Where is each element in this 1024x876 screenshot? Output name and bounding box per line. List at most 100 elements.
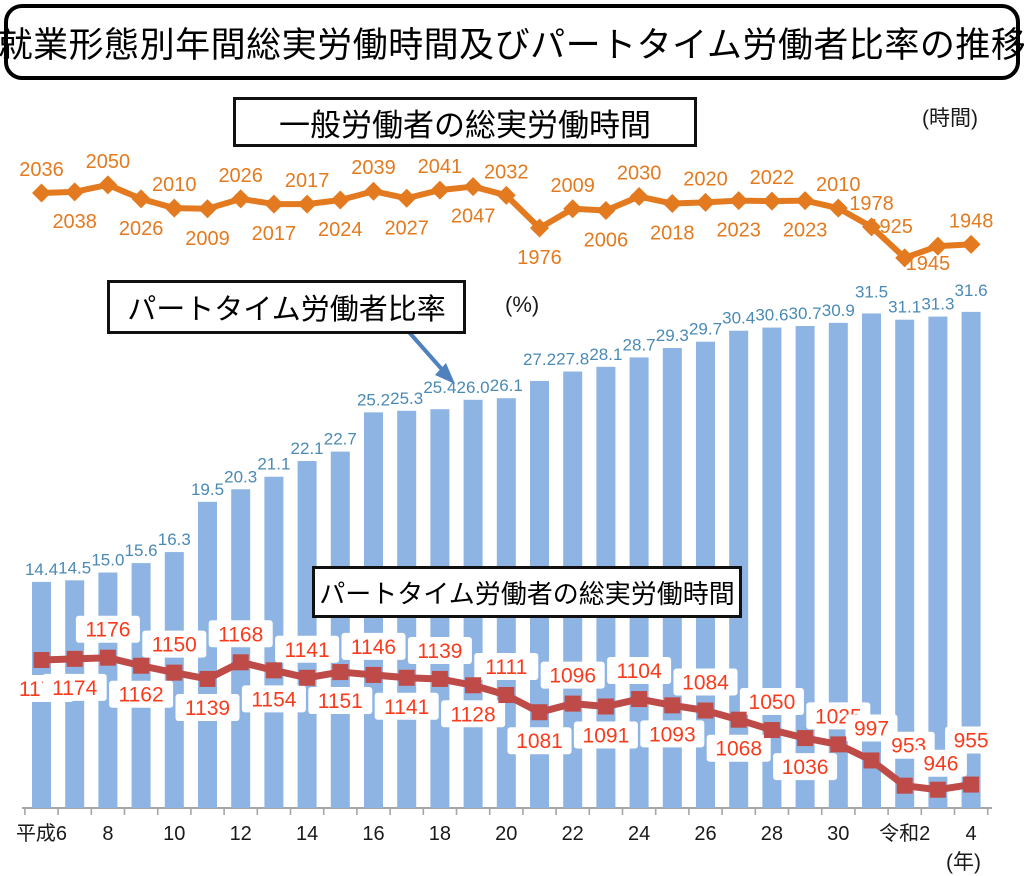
general-hours-value-label: 2020 [683, 168, 728, 190]
pt-hours-marker [631, 691, 648, 708]
pt-hours-marker [398, 669, 415, 686]
ratio-bar-value-label: 27.2 [523, 350, 556, 369]
pt-hours-label-box [275, 635, 340, 663]
ratio-bar-value-label: 26.1 [490, 376, 523, 395]
general-hours-value-label: 2038 [52, 211, 97, 233]
general-hours-marker [397, 188, 417, 208]
pt-hours-label-box [407, 636, 472, 664]
x-axis-category-label: 4 [966, 823, 977, 845]
x-axis-category-label: 28 [761, 823, 783, 845]
pt-hours-value-label: 1111 [485, 656, 527, 679]
general-hours-value-label: 2022 [750, 167, 795, 189]
pt-hours-label-box [75, 615, 140, 643]
pt-hours-value-label: 1104 [617, 660, 662, 683]
x-axis-category-label: 22 [562, 823, 584, 845]
general-hours-marker [928, 236, 948, 256]
x-axis-category-label: 14 [296, 823, 318, 845]
pt-hours-value-label: 1146 [351, 636, 396, 659]
pt-hours-marker [265, 662, 282, 679]
pt-hours-label-box [42, 673, 107, 701]
pt-hours-value-label: 1093 [649, 723, 696, 746]
general-hours-value-label: 2018 [650, 223, 695, 245]
pt-hours-marker [199, 670, 216, 687]
pt-hours-marker [332, 664, 349, 681]
unit-label-year: (年) [946, 851, 981, 874]
pt-hours-marker [763, 722, 780, 739]
ratio-bar [330, 451, 350, 808]
ratio-bar-value-label: 29.3 [656, 326, 689, 345]
ratio-bar [198, 501, 217, 808]
pt-hours-label-box [607, 657, 672, 685]
ratio-bar-value-label: 16.3 [158, 530, 191, 549]
pt-hours-marker [133, 657, 150, 674]
general-hours-value-label: 2009 [185, 228, 230, 250]
general-hours-marker [696, 192, 715, 212]
x-axis-category-label: 平成6 [16, 822, 67, 845]
pt-hours-marker [963, 776, 980, 793]
general-hours-value-label: 2006 [584, 230, 629, 252]
pt-hours-value-label: 1096 [549, 665, 596, 688]
general-hours-marker [164, 198, 184, 218]
general-hours-marker [961, 234, 981, 254]
ratio-bar-value-label: 28.1 [589, 345, 622, 364]
ratio-bar [895, 319, 915, 808]
general-hours-value-label: 2010 [152, 174, 197, 196]
general-hours-marker [496, 185, 516, 205]
pt-hours-value-label: 1036 [782, 756, 829, 779]
x-axis-category-label: 20 [495, 823, 517, 845]
general-hours-value-label: 2026 [119, 218, 164, 240]
pt-hours-label-box [673, 668, 738, 696]
x-axis-category-label: 30 [827, 823, 849, 845]
pt-hours-value-label: 1084 [682, 672, 729, 695]
pt-hours-label-box [341, 632, 406, 660]
pt-hours-marker [863, 752, 880, 769]
general-hours-marker [795, 191, 815, 211]
pt-hours-marker [896, 777, 913, 794]
pt-hours-label-box [706, 734, 771, 762]
ratio-bar-value-label: 31.3 [921, 295, 954, 314]
general-hours-marker [131, 189, 151, 209]
pt-hours-value-label: 1162 [119, 684, 164, 707]
pt-hours-label-box [474, 653, 539, 681]
pt-hours-value-label: 1141 [285, 639, 330, 662]
general-hours-marker [828, 198, 848, 218]
ratio-bar [231, 489, 251, 808]
pt-hours-label-box [739, 688, 804, 716]
general-hours-value-label: 1925 [868, 216, 913, 238]
ratio-bar [862, 313, 881, 808]
general-hours-marker [297, 194, 317, 214]
general-hours-marker [364, 181, 383, 201]
general-hours-marker [32, 183, 51, 203]
pt-hours-marker [166, 664, 183, 681]
x-axis-category-label: 16 [362, 823, 384, 845]
ratio-bar [828, 322, 848, 808]
ratio-bar [264, 476, 284, 808]
pt-hours-label-box [441, 700, 506, 728]
general-hours-marker [330, 190, 350, 210]
ratio-bar-value-label: 25.3 [390, 389, 423, 408]
pt-hours-value-label: 1068 [715, 738, 762, 761]
general-hours-marker [895, 248, 915, 268]
general-hours-value-label: 2050 [86, 151, 131, 173]
pt-hours-label-box [109, 680, 174, 708]
unit-label-hours: (時間) [922, 107, 978, 130]
general-hours-value-label: 2041 [418, 156, 463, 178]
pt-hours-label-box [914, 749, 967, 777]
ratio-bar-value-label: 31.6 [955, 281, 988, 300]
general-hours-marker [430, 180, 450, 200]
general-hours-value-label: 2010 [816, 174, 861, 196]
pt-hours-label-box [540, 661, 605, 689]
general-hours-value-label: 2032 [484, 161, 529, 183]
general-hours-marker [264, 194, 284, 214]
legend-general-workers-hours: 一般労働者の総実労働時間 [233, 97, 697, 147]
pt-hours-marker [730, 711, 747, 728]
general-hours-value-label: 2030 [617, 163, 662, 185]
x-axis-category-label: 26 [694, 823, 716, 845]
legend-parttime-ratio: パートタイム労働者比率 [107, 280, 466, 334]
x-axis-category-label: 10 [163, 823, 185, 845]
x-axis-category-label: 12 [230, 823, 252, 845]
pt-hours-label-box [945, 726, 998, 754]
pt-hours-label-box [241, 685, 306, 713]
pt-hours-value-label: 1151 [318, 690, 363, 713]
ratio-bar-value-label: 19.5 [191, 480, 224, 499]
